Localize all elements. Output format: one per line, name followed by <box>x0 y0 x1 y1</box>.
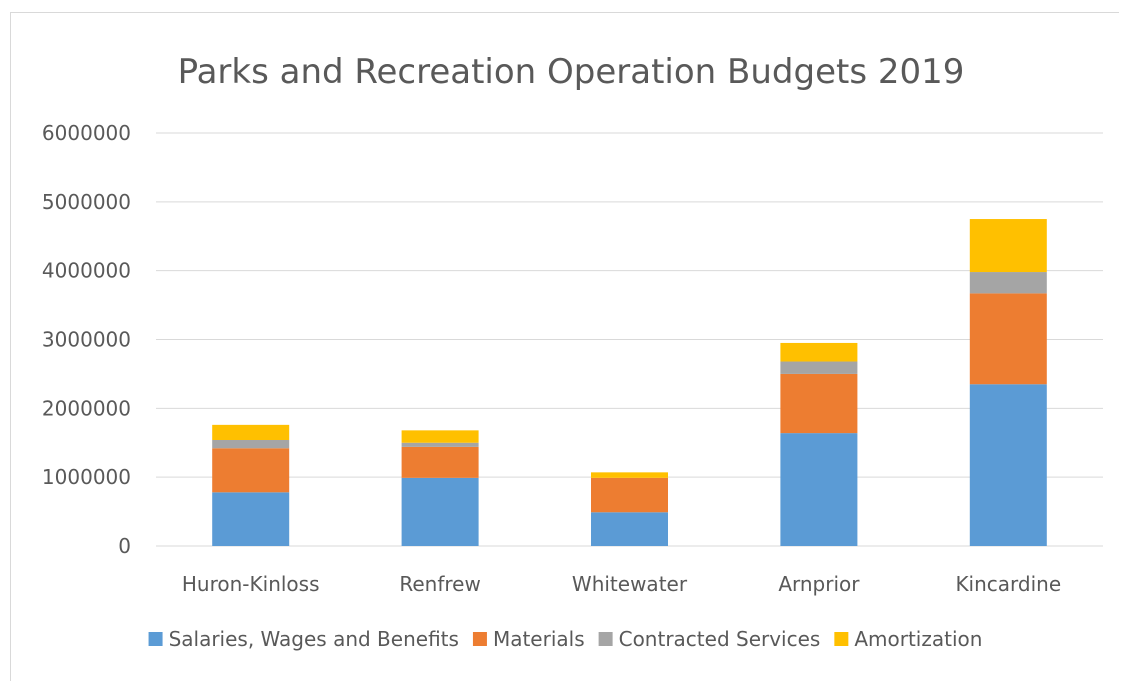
bar-segment-arnprior-materials <box>780 373 858 434</box>
bar-segment-kincardine-salaries-wages-and-benefits <box>969 384 1047 546</box>
x-tick-label: Huron-Kinloss <box>182 572 320 596</box>
legend: Salaries, Wages and Benefits Materials Con… <box>148 627 982 651</box>
chart-area: Parks and Recreation Operation Budgets 2… <box>10 12 1119 681</box>
legend-swatch <box>472 632 487 646</box>
bar-segment-kincardine-contracted-services <box>969 272 1047 294</box>
legend-item: Amortization <box>834 627 982 651</box>
legend-swatch <box>598 632 613 646</box>
bar-segment-whitewater-salaries-wages-and-benefits <box>591 512 668 546</box>
y-tick-label: 3000000 <box>42 328 131 352</box>
bar-segment-arnprior-contracted-services <box>780 361 858 374</box>
y-tick-label: 0 <box>118 534 131 558</box>
legend-label: Amortization <box>854 627 982 651</box>
legend-swatch <box>148 632 163 646</box>
legend-label: Materials <box>493 627 585 651</box>
bar-segment-whitewater-amortization <box>591 472 668 478</box>
y-tick-label: 4000000 <box>42 259 131 283</box>
bar-segment-huron-kinloss-contracted-services <box>212 439 290 449</box>
chart-title: Parks and Recreation Operation Budgets 2… <box>178 52 965 92</box>
bar-segment-kincardine-amortization <box>969 219 1047 273</box>
y-tick-label: 5000000 <box>42 190 131 214</box>
legend-item: Contracted Services <box>598 627 821 651</box>
bar-segment-whitewater-materials <box>591 477 668 513</box>
legend-item: Materials <box>472 627 585 651</box>
x-tick-label: Kincardine <box>955 572 1061 596</box>
bar-segment-arnprior-salaries-wages-and-benefits <box>780 433 858 546</box>
bar-segment-renfrew-salaries-wages-and-benefits <box>401 477 479 546</box>
bar-segment-kincardine-materials <box>969 293 1047 385</box>
bar-segment-arnprior-amortization <box>780 342 858 362</box>
bar-segment-huron-kinloss-salaries-wages-and-benefits <box>212 492 290 546</box>
bars <box>212 219 1047 546</box>
bar-segment-renfrew-amortization <box>401 430 479 443</box>
bar-segment-renfrew-contracted-services <box>401 442 479 447</box>
bar-segment-huron-kinloss-materials <box>212 448 290 493</box>
y-tick-label: 1000000 <box>42 465 131 489</box>
y-axis-tick-labels: 0 1000000 2000000 3000000 4000000 5000000 6000… <box>42 121 131 558</box>
x-tick-label: Arnprior <box>778 572 860 596</box>
legend-label: Salaries, Wages and Benefits <box>169 627 459 651</box>
y-tick-label: 2000000 <box>42 396 131 420</box>
gridlines <box>156 132 1103 547</box>
chart-svg: Parks and Recreation Operation Budgets 2… <box>42 52 1103 651</box>
x-axis-tick-labels: Huron-Kinloss Renfrew Whitewater Arnprior Ki… <box>182 572 1061 596</box>
x-tick-label: Whitewater <box>572 572 688 596</box>
bar-segment-renfrew-materials <box>401 446 479 478</box>
legend-item: Salaries, Wages and Benefits <box>148 627 459 651</box>
x-tick-label: Renfrew <box>399 572 480 596</box>
legend-swatch <box>834 632 849 646</box>
legend-label: Contracted Services <box>619 627 821 651</box>
bar-segment-huron-kinloss-amortization <box>212 424 290 440</box>
y-tick-label: 6000000 <box>42 121 131 145</box>
